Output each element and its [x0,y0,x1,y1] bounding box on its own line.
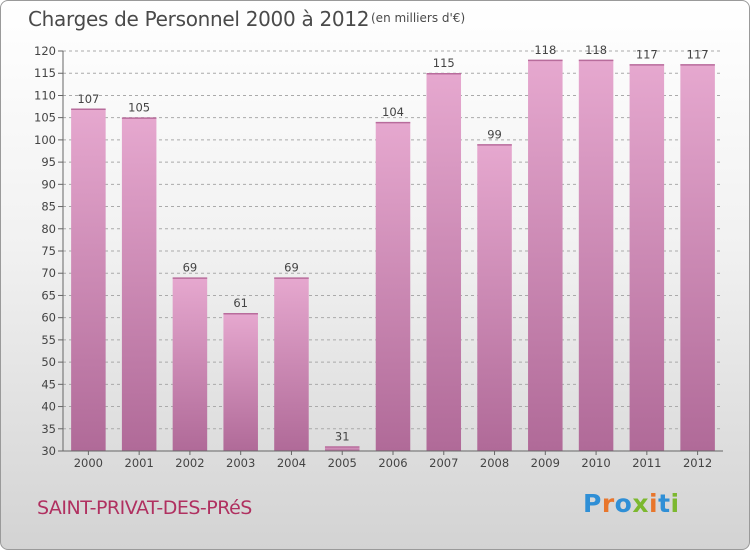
y-tick-label: 120 [34,44,56,58]
logo-letter: o [614,489,633,518]
bar [477,144,512,452]
bar [172,277,208,451]
y-tick-label: 90 [41,177,56,191]
bar [274,277,309,451]
y-tick-label: 115 [34,66,56,80]
bar-value-label: 118 [585,43,607,57]
bar-value-label: 107 [77,92,99,106]
bar-value-label: 99 [487,127,502,141]
x-tick-label: 2000 [74,456,103,470]
bar [578,59,614,452]
y-tick-label: 95 [41,155,56,169]
y-tick-label: 105 [34,111,56,125]
bar [223,313,258,451]
bar [121,117,157,452]
bar [680,64,715,452]
bar [324,446,360,451]
bar [71,108,106,452]
bar-value-label: 69 [284,261,299,275]
x-tick-label: 2011 [632,456,661,470]
logo-letter: t [658,489,671,518]
y-tick-label: 80 [41,222,56,236]
y-tick-label: 110 [34,88,56,102]
x-tick-label: 2008 [480,456,509,470]
y-tick-label: 40 [41,400,56,414]
bar [629,64,665,452]
y-tick-label: 30 [41,444,56,458]
x-tick-label: 2002 [175,456,204,470]
y-tick-label: 50 [41,355,56,369]
y-tick-label: 65 [41,288,56,302]
bar-value-label: 105 [128,101,150,115]
y-tick-label: 85 [41,200,56,214]
y-tick-label: 100 [34,133,56,147]
logo-letter: i [649,489,659,518]
logo-letter: i [670,489,680,518]
y-tick-label: 60 [41,311,56,325]
bar-value-label: 117 [687,47,709,61]
bar-value-label: 115 [433,56,455,70]
y-tick-label: 35 [41,422,56,436]
bar-value-label: 31 [335,430,350,444]
y-tick-label: 75 [41,244,56,258]
logo-letter: x [632,489,649,518]
chart-unit: (en milliers d'€) [371,11,466,25]
x-tick-label: 2009 [531,456,560,470]
y-tick-label: 70 [41,266,56,280]
bar-value-label: 117 [636,47,658,61]
x-tick-label: 2007 [429,456,458,470]
bar [528,59,563,452]
bar [426,73,462,451]
y-tick-label: 45 [41,377,56,391]
town-name: SAINT-PRIVAT-DES-PRéS [37,497,252,519]
x-tick-label: 2004 [277,456,306,470]
bar-value-label: 118 [534,43,556,57]
x-tick-label: 2012 [683,456,712,470]
logo-letter: P [583,489,602,518]
proxiti-logo: Proxiti [583,489,680,518]
x-tick-label: 2006 [378,456,407,470]
x-tick-label: 2001 [125,456,154,470]
x-tick-label: 2005 [328,456,357,470]
y-tick-label: 55 [41,333,56,347]
x-tick-label: 2003 [226,456,255,470]
bar-value-label: 69 [183,261,198,275]
bar-value-label: 61 [233,296,248,310]
bar [375,122,411,451]
chart-title: Charges de Personnel 2000 à 2012 [28,7,370,31]
bar-value-label: 104 [382,105,404,119]
logo-letter: r [601,489,615,518]
x-tick-label: 2010 [581,456,610,470]
